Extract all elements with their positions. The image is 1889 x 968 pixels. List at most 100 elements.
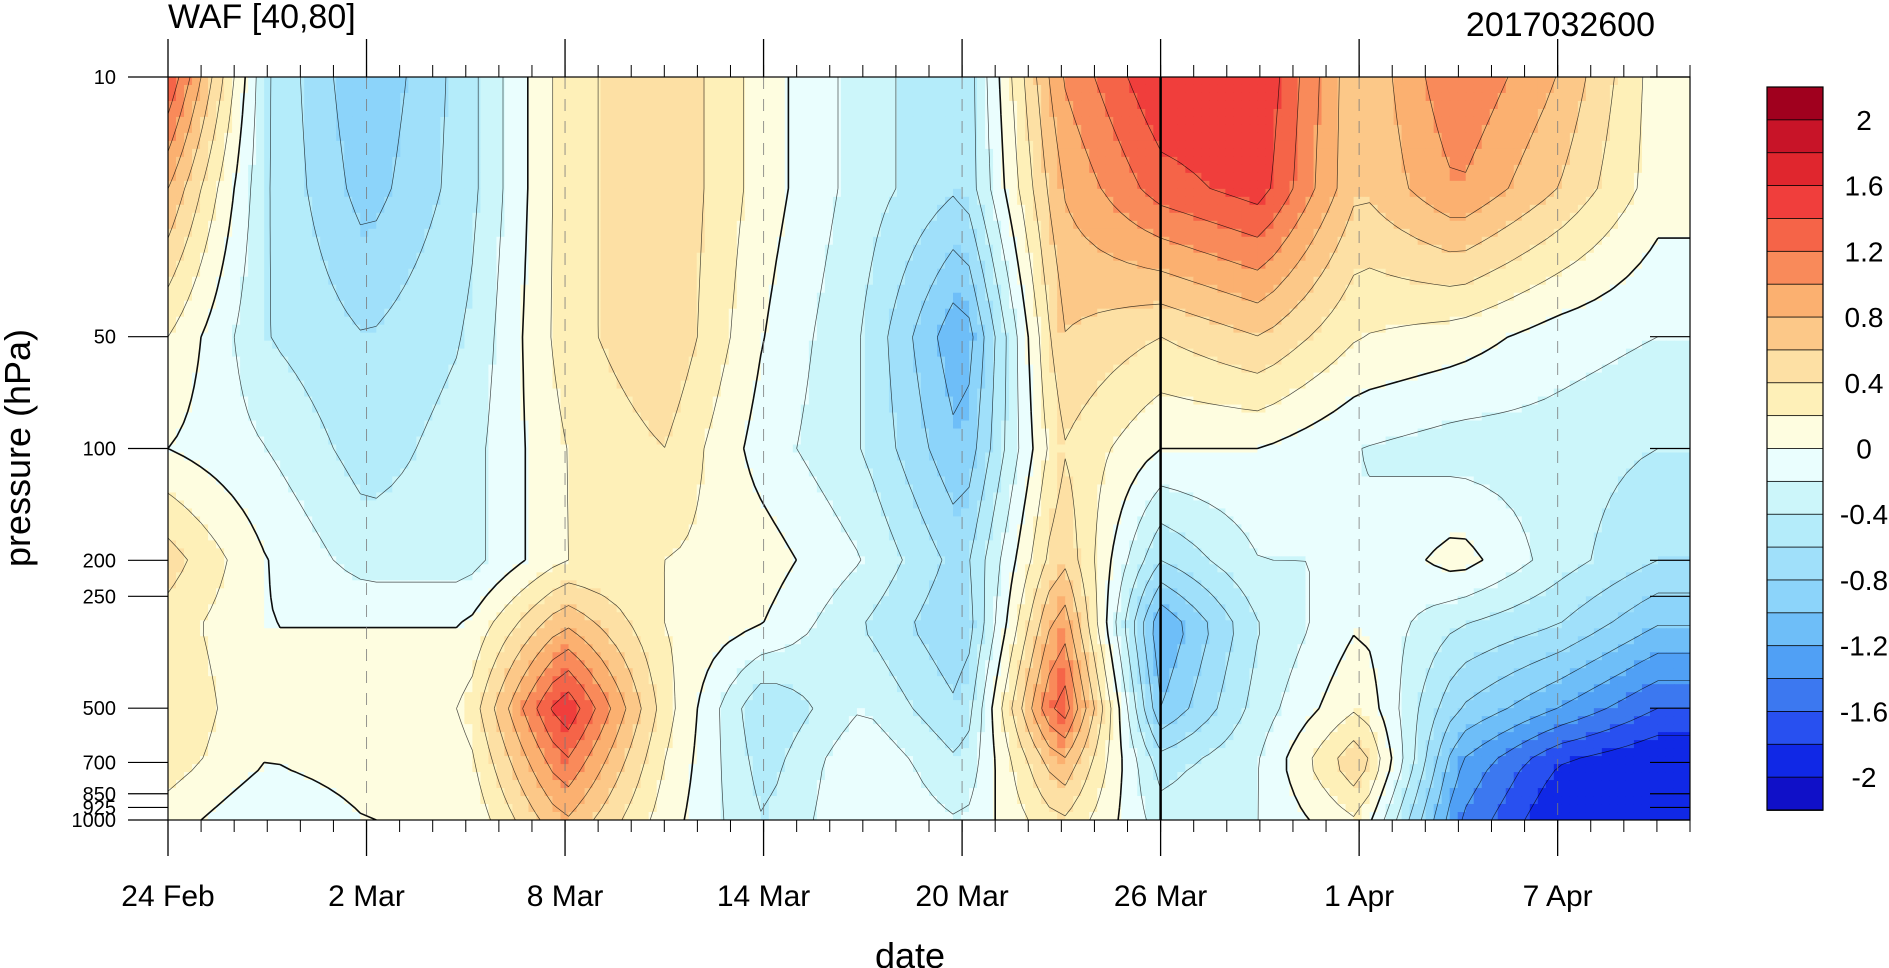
contour-cell (1353, 116, 1363, 126)
contour-cell (1145, 276, 1154, 286)
contour-cell (1265, 260, 1275, 270)
contour-cell (424, 236, 433, 246)
contour-cell (1185, 252, 1194, 262)
contour-cell (1505, 180, 1515, 190)
contour-cell (432, 284, 441, 294)
contour-cell (1553, 260, 1563, 270)
contour-cell (504, 276, 514, 286)
contour-cell (376, 228, 385, 238)
contour-cell (792, 92, 802, 102)
contour-cell (1273, 212, 1283, 222)
contour-cell (296, 108, 305, 118)
contour-cell (400, 276, 409, 286)
contour-cell (1665, 108, 1675, 118)
contour-cell (1481, 212, 1491, 222)
contour-cell (961, 77, 970, 86)
contour-cell (961, 268, 970, 278)
contour-cell (1201, 212, 1210, 222)
contour-cell (1585, 156, 1595, 166)
contour-cell (744, 236, 754, 246)
contour-cell (1201, 228, 1210, 238)
contour-cell (208, 116, 217, 126)
contour-cell (336, 220, 345, 230)
contour-cell (1681, 188, 1690, 198)
contour-cell (937, 220, 946, 230)
contour-cell (1473, 204, 1483, 214)
contour-cell (1409, 164, 1419, 174)
contour-cell (816, 252, 826, 262)
contour-cell (1137, 108, 1146, 118)
contour-cell (504, 268, 514, 278)
contour-cell (304, 132, 313, 142)
contour-cell (993, 132, 1002, 142)
contour-cell (1161, 156, 1170, 166)
contour-cell (1665, 260, 1675, 270)
contour-cell (1593, 116, 1603, 126)
contour-cell (945, 180, 954, 190)
contour-cell (424, 92, 433, 102)
contour-cell (1457, 92, 1467, 102)
contour-cell (320, 100, 329, 110)
contour-cell (1473, 196, 1483, 206)
contour-cell (1201, 148, 1210, 158)
contour-cell (408, 204, 417, 214)
contour-cell (224, 220, 233, 230)
contour-cell (1657, 252, 1667, 262)
contour-cell (352, 196, 361, 206)
contour-cell (1489, 148, 1499, 158)
contour-cell (232, 124, 241, 134)
contour-cell (1401, 196, 1411, 206)
contour-cell (1185, 244, 1194, 254)
contour-cell (1265, 132, 1275, 142)
contour-cell (352, 204, 361, 214)
contour-cell (1353, 228, 1363, 238)
contour-cell (1337, 180, 1347, 190)
contour-cell (712, 164, 722, 174)
contour-cell (1273, 204, 1283, 214)
contour-cell (953, 212, 962, 222)
contour-cell (1401, 244, 1411, 254)
contour-cell (1001, 164, 1010, 174)
contour-cell (792, 188, 802, 198)
contour-cell (248, 284, 257, 294)
contour-cell (1001, 236, 1010, 246)
contour-cell (824, 252, 834, 262)
contour-cell (1169, 84, 1178, 94)
contour-cell (1257, 84, 1267, 94)
contour-cell (616, 164, 626, 174)
contour-cell (1153, 92, 1162, 102)
contour-cell (728, 244, 738, 254)
contour-cell (392, 140, 401, 150)
contour-cell (1353, 244, 1363, 254)
contour-cell (1041, 108, 1050, 118)
contour-cell (1049, 188, 1058, 198)
contour-cell (296, 228, 305, 238)
contour-cell (832, 220, 842, 230)
contour-cell (640, 156, 650, 166)
contour-cell (1513, 172, 1523, 182)
contour-cell (1673, 124, 1683, 134)
contour-cell (728, 252, 738, 262)
contour-cell (576, 140, 586, 150)
contour-cell (1201, 244, 1210, 254)
contour-cell (1561, 100, 1571, 110)
contour-cell (584, 180, 594, 190)
contour-cell (1577, 276, 1587, 286)
contour-cell (1217, 77, 1226, 86)
contour-cell (368, 124, 377, 134)
contour-cell (848, 268, 858, 278)
contour-cell (752, 196, 762, 206)
contour-cell (1025, 236, 1034, 246)
contour-cell (1305, 204, 1315, 214)
contour-cell (1489, 156, 1499, 166)
contour-cell (744, 220, 754, 230)
contour-cell (192, 108, 201, 118)
contour-cell (360, 236, 369, 246)
contour-cell (1521, 196, 1531, 206)
contour-cell (376, 156, 385, 166)
contour-cell (1401, 236, 1411, 246)
contour-cell (384, 236, 393, 246)
contour-cell (328, 140, 337, 150)
contour-cell (1385, 204, 1395, 214)
contour-cell (808, 196, 818, 206)
